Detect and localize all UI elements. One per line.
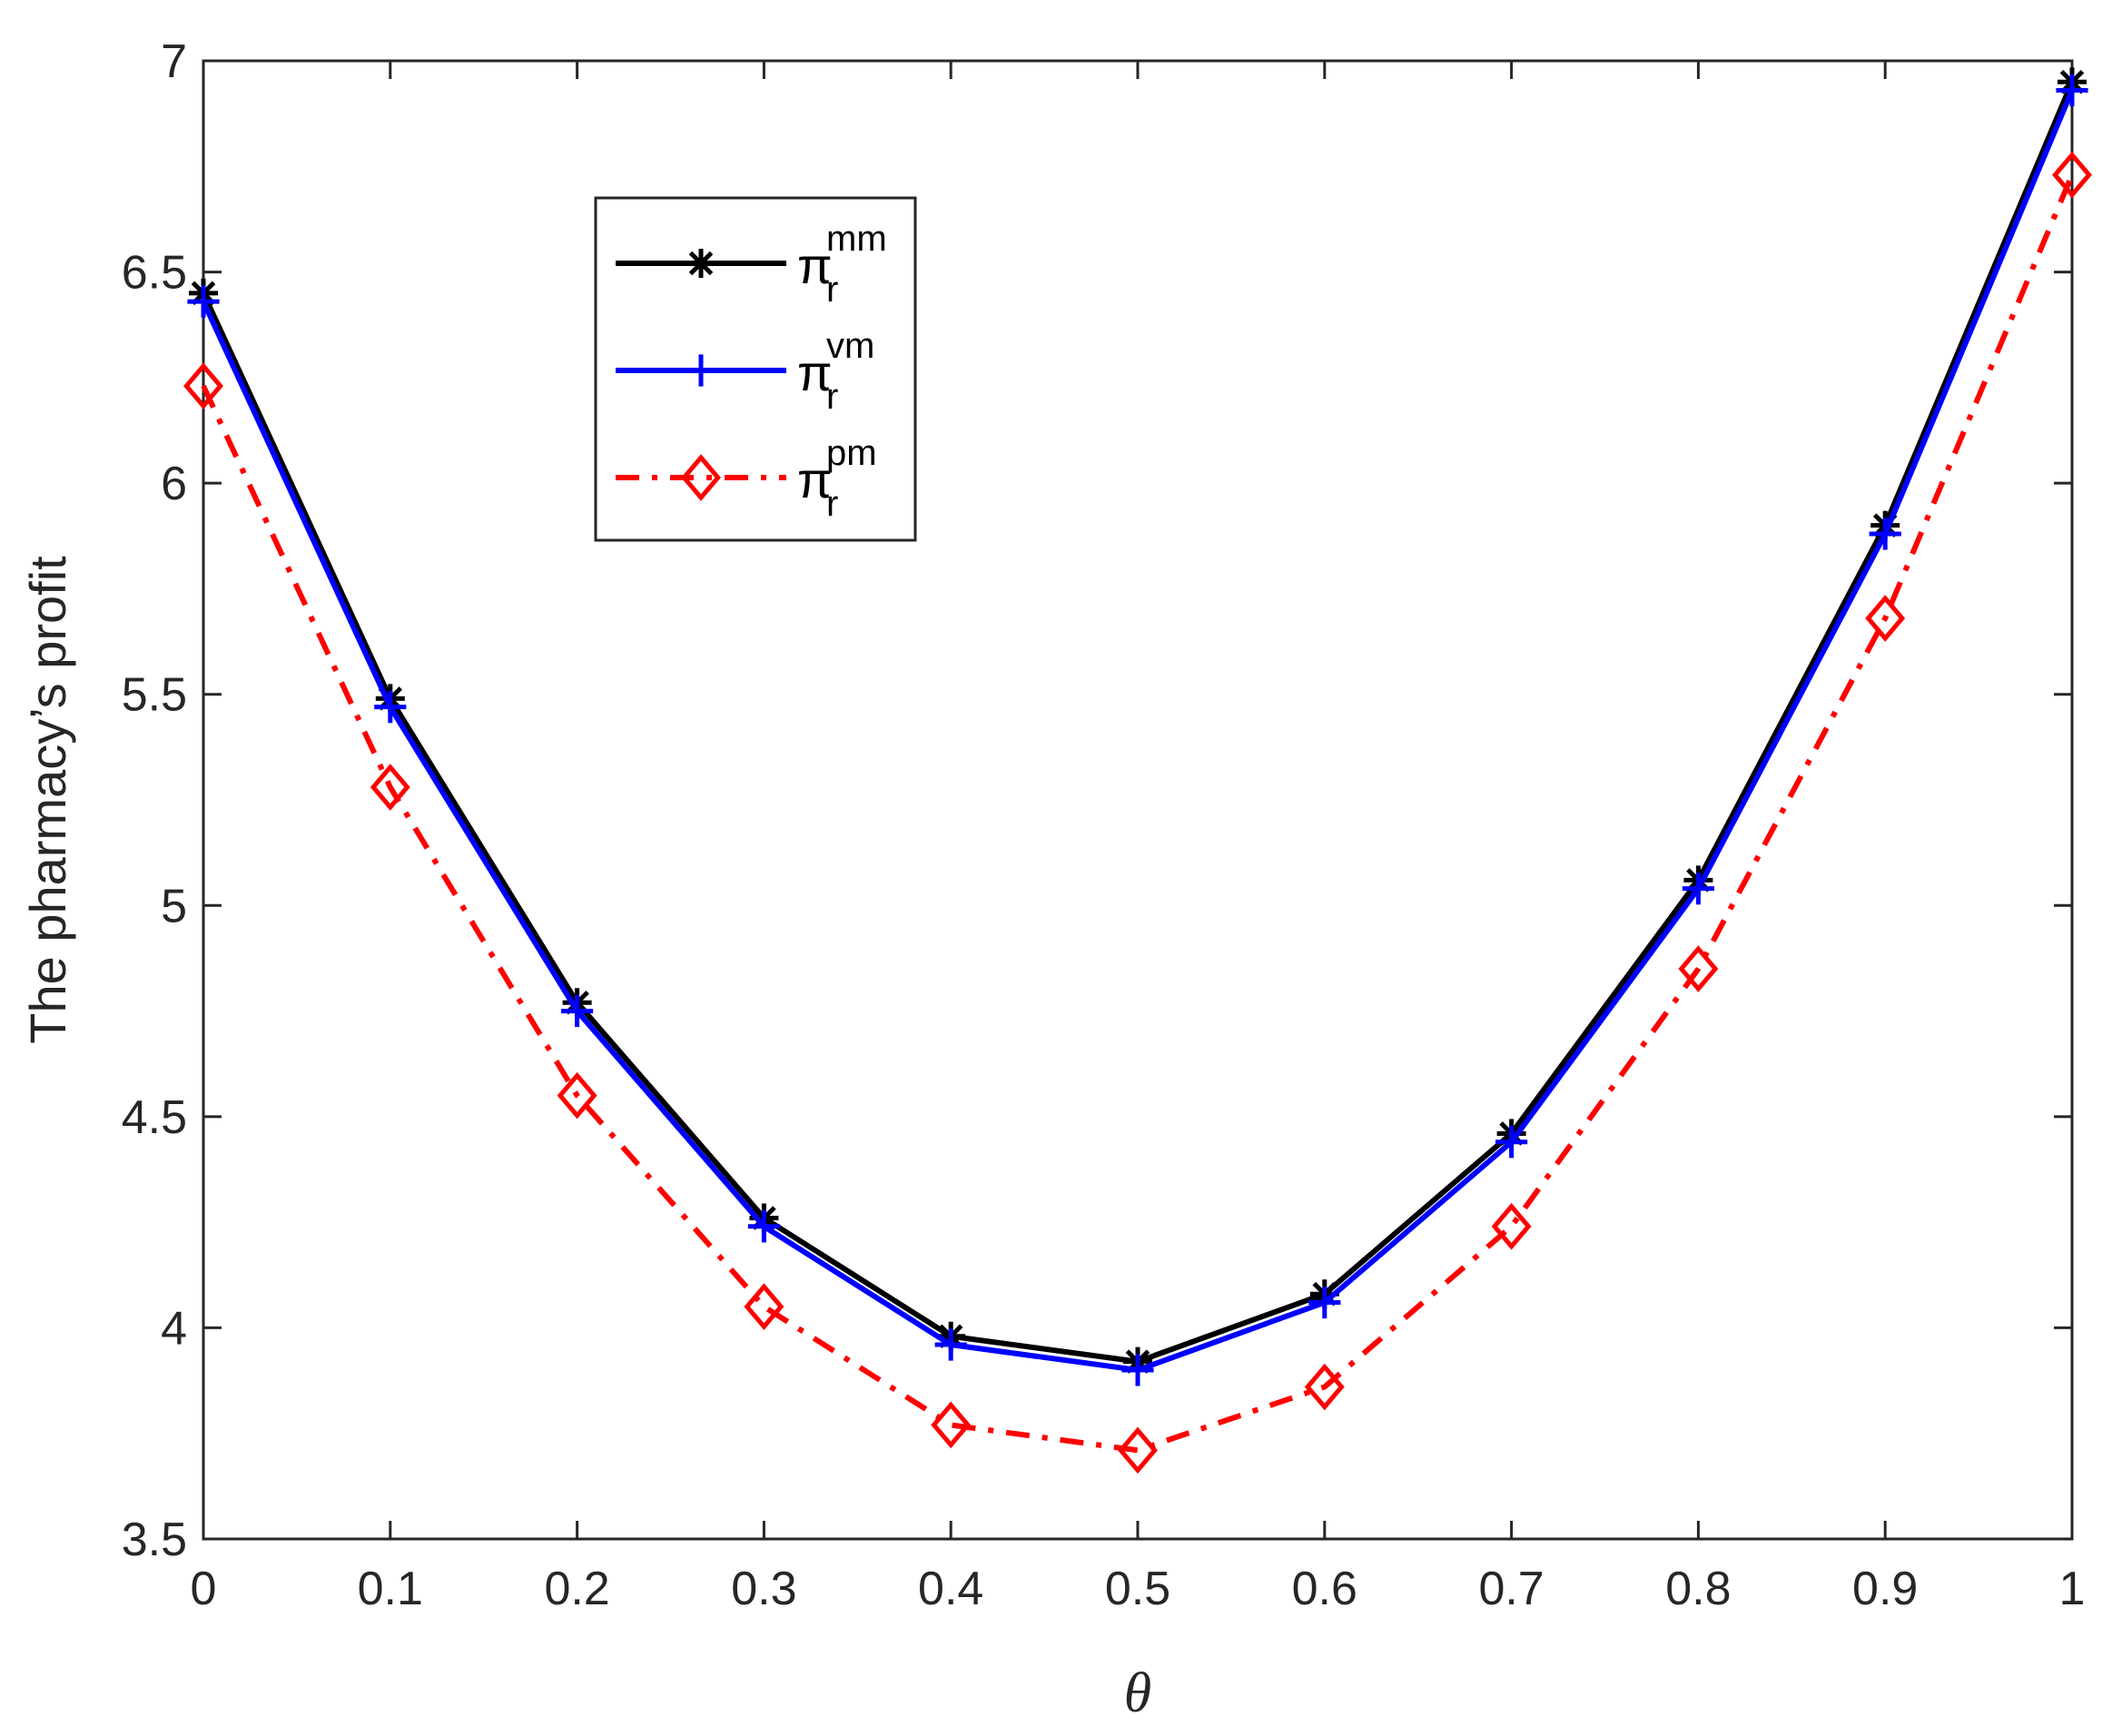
x-tick-label: 0.3: [731, 1563, 796, 1615]
data-point-vm: [934, 1328, 967, 1361]
y-tick-label: 5.5: [122, 669, 187, 722]
data-point-vm: [1682, 873, 1714, 905]
data-point-pm: [370, 764, 410, 811]
x-tick-label: 0.9: [1852, 1563, 1918, 1615]
data-point-vm: [561, 994, 594, 1028]
data-point-pm: [1118, 1426, 1158, 1475]
y-tick-label: 6.5: [122, 247, 187, 300]
data-point-vm: [374, 691, 407, 724]
x-tick-label: 0.5: [1105, 1563, 1170, 1615]
legend-superscript: mm: [826, 219, 887, 259]
legend-marker: [681, 454, 721, 501]
legend-symbol: π: [797, 237, 833, 294]
y-axis: 3.5 4 4.5 5 5.5 6 6.5 7: [122, 35, 2072, 1566]
legend-marker: [686, 249, 716, 278]
x-axis-label: θ: [1124, 1662, 1151, 1724]
x-tick-label: 0.4: [918, 1563, 983, 1615]
x-tick-label: 0: [191, 1563, 217, 1615]
x-tick-label: 0.7: [1478, 1563, 1544, 1615]
plot-area: [202, 59, 2074, 1541]
x-tick-label: 0.1: [358, 1563, 423, 1615]
legend-superscript: vm: [826, 326, 874, 366]
x-tick-label: 0.6: [1292, 1563, 1357, 1615]
data-point-vm: [1308, 1286, 1341, 1319]
y-tick-label: 6: [161, 458, 187, 510]
plot-frame: [202, 59, 2074, 1541]
legend-item-vm: πvm r: [616, 326, 874, 417]
data-point-pm: [1491, 1202, 1532, 1250]
x-tick-label: 0.2: [544, 1563, 609, 1615]
data-point-pm: [744, 1283, 785, 1331]
data-point-pm: [931, 1401, 972, 1449]
series-pm: [183, 151, 2092, 1475]
data-point-vm: [747, 1210, 780, 1243]
series-vm: [187, 74, 2088, 1386]
data-point-pm: [557, 1071, 597, 1120]
legend-symbol: π: [797, 344, 833, 401]
y-tick-label: 4: [161, 1302, 187, 1355]
x-tick-label: 0.8: [1665, 1563, 1731, 1615]
x-axis: 0 0.1 0.2 0.3 0.4 0.5 0.6 0.7 0.8 0.9 1: [191, 61, 2086, 1615]
x-tick-label: 1: [2059, 1563, 2086, 1615]
legend-subscript: r: [826, 484, 838, 524]
data-point-vm: [1121, 1354, 1154, 1386]
data-point-pm: [2052, 151, 2092, 199]
data-point-vm: [187, 285, 220, 318]
data-point-vm: [2056, 74, 2088, 107]
data-point-pm: [1865, 595, 1906, 642]
legend-marker: [685, 354, 717, 387]
data-point-pm: [183, 362, 223, 410]
y-tick-label: 3.5: [122, 1514, 187, 1566]
y-axis-label: The pharmacy’s profit: [19, 556, 76, 1044]
legend-symbol: π: [797, 451, 833, 508]
series-layer: [183, 67, 2092, 1475]
legend-item-pm: πpm r: [616, 433, 877, 524]
data-point-vm: [1869, 518, 1901, 550]
y-tick-label: 4.5: [122, 1091, 187, 1144]
data-point-pm: [1304, 1363, 1345, 1411]
y-tick-label: 5: [161, 880, 187, 932]
legend-superscript: pm: [826, 433, 877, 473]
y-tick-label: 7: [161, 35, 187, 88]
legend-subscript: r: [826, 377, 838, 417]
legend-item-mm: πmm r: [616, 219, 887, 310]
legend-subscript: r: [826, 270, 838, 310]
data-point-vm: [1495, 1126, 1528, 1159]
data-point-pm: [1678, 945, 1719, 992]
